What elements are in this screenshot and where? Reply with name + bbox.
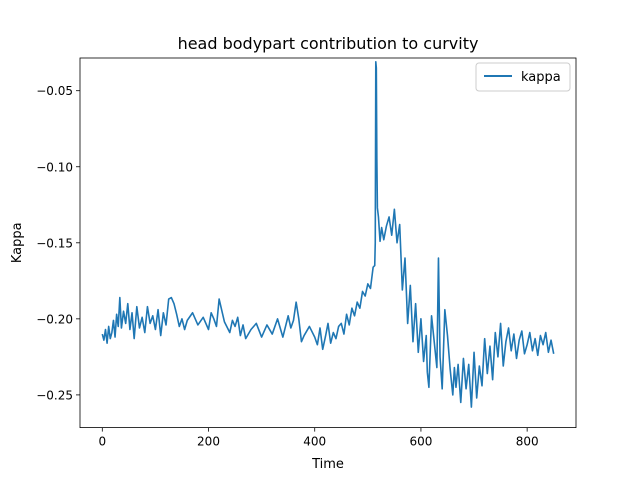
legend-label: kappa xyxy=(521,70,561,85)
series-line-kappa xyxy=(101,60,555,408)
legend-box xyxy=(475,62,571,92)
x-tick-label: 400 xyxy=(303,435,326,449)
x-tick-label: 600 xyxy=(409,435,432,449)
plot-area xyxy=(101,60,555,408)
x-tick-label: 800 xyxy=(516,435,539,449)
y-tick-label: −0.05 xyxy=(36,84,73,98)
legend: kappa xyxy=(475,62,571,92)
y-tick-label: −0.20 xyxy=(36,312,73,326)
x-tick-label: 200 xyxy=(197,435,220,449)
y-axis-label: Kappa xyxy=(10,222,25,263)
x-tick-label: 0 xyxy=(98,435,106,449)
y-tick-label: −0.25 xyxy=(36,388,73,402)
x-axis-label: Time xyxy=(311,457,344,472)
y-axis: −0.25 −0.20 −0.15 −0.10 −0.05 xyxy=(36,84,80,402)
y-tick-label: −0.15 xyxy=(36,236,73,250)
chart-title: head bodypart contribution to curvity xyxy=(178,34,479,53)
y-tick-label: −0.10 xyxy=(36,160,73,174)
x-axis: 0 200 400 600 800 xyxy=(98,427,539,449)
